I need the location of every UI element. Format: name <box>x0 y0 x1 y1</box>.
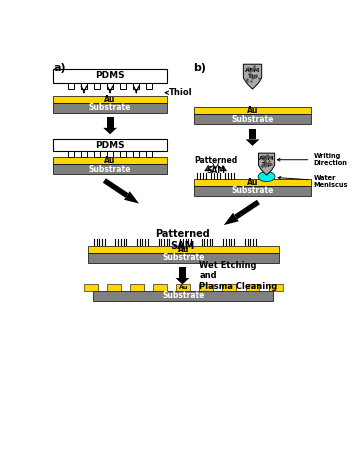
Text: Substrate: Substrate <box>89 103 131 112</box>
Bar <box>194 179 311 186</box>
Polygon shape <box>244 64 262 89</box>
Text: Au: Au <box>178 245 189 254</box>
Bar <box>194 107 311 114</box>
Polygon shape <box>258 153 274 175</box>
Bar <box>88 246 279 253</box>
Bar <box>53 96 167 103</box>
Bar <box>146 151 152 158</box>
Bar <box>194 186 311 196</box>
Bar <box>133 83 139 89</box>
Bar <box>93 290 273 300</box>
Text: Patterned
SAM: Patterned SAM <box>194 156 237 175</box>
Bar <box>153 284 167 290</box>
Bar <box>120 151 126 158</box>
Polygon shape <box>246 139 260 146</box>
Text: Wet Etching
and
Plasma Cleaning: Wet Etching and Plasma Cleaning <box>199 261 278 291</box>
Bar <box>53 164 167 174</box>
Bar <box>179 267 186 278</box>
Text: b): b) <box>193 63 206 73</box>
Bar <box>133 151 139 158</box>
Polygon shape <box>224 213 239 225</box>
Bar <box>107 284 121 290</box>
Bar <box>249 129 256 139</box>
Bar <box>176 284 190 290</box>
Bar <box>269 284 283 290</box>
Polygon shape <box>234 200 260 219</box>
Bar <box>106 117 114 128</box>
Bar <box>53 139 167 151</box>
Text: Writing
Direction: Writing Direction <box>277 153 347 166</box>
Bar <box>53 103 167 113</box>
Bar <box>68 83 74 89</box>
Text: Substrate: Substrate <box>162 253 204 262</box>
Bar <box>88 253 279 263</box>
Bar <box>246 284 260 290</box>
Text: AFM
Tip: AFM Tip <box>259 156 274 167</box>
Text: Au: Au <box>247 178 258 187</box>
Text: Au: Au <box>104 95 116 104</box>
Bar <box>107 83 113 89</box>
Text: a): a) <box>53 63 66 73</box>
Polygon shape <box>124 191 139 203</box>
Polygon shape <box>103 128 117 134</box>
Text: Water
Meniscus: Water Meniscus <box>278 175 348 188</box>
Bar <box>68 151 74 158</box>
Bar <box>199 284 213 290</box>
Bar <box>94 151 100 158</box>
Text: Thiol: Thiol <box>165 88 193 97</box>
Text: Au: Au <box>178 284 188 289</box>
Bar <box>120 83 126 89</box>
Bar <box>84 284 98 290</box>
Text: Substrate: Substrate <box>231 186 274 196</box>
Bar <box>194 114 311 124</box>
Text: PDMS: PDMS <box>95 71 125 80</box>
Bar <box>81 83 87 89</box>
Bar <box>53 69 167 83</box>
Text: Substrate: Substrate <box>162 291 204 300</box>
Bar <box>130 284 144 290</box>
Text: AFM
Tip: AFM Tip <box>245 68 260 79</box>
Text: Patterned
SAM: Patterned SAM <box>155 229 210 251</box>
Bar <box>146 83 152 89</box>
Bar <box>81 151 87 158</box>
Ellipse shape <box>258 172 275 182</box>
Polygon shape <box>176 278 189 284</box>
Bar <box>53 158 167 164</box>
Bar <box>107 151 113 158</box>
Bar <box>94 83 100 89</box>
Text: Au: Au <box>247 106 258 115</box>
Text: Substrate: Substrate <box>89 165 131 174</box>
Text: PDMS: PDMS <box>95 141 125 150</box>
Polygon shape <box>103 178 129 198</box>
Bar <box>222 284 236 290</box>
Text: Au: Au <box>104 156 116 165</box>
Text: Substrate: Substrate <box>231 115 274 124</box>
